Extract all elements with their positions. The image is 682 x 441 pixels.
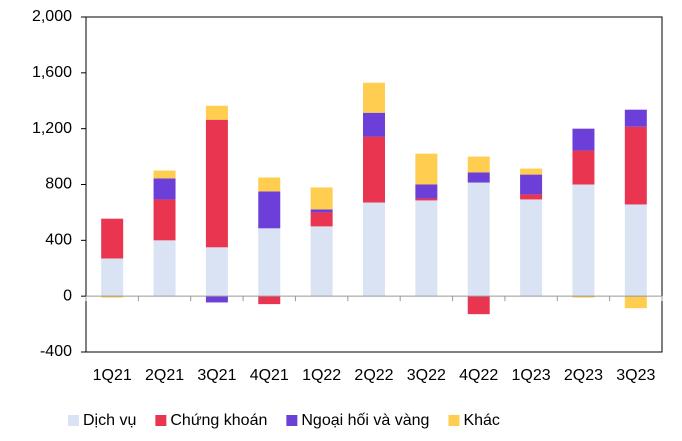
- bar-segment: [572, 150, 595, 185]
- x-tick-label: 2Q21: [145, 367, 184, 384]
- bar-segment: [310, 226, 333, 297]
- legend-label: Khác: [463, 412, 499, 429]
- bar-segment: [205, 119, 228, 248]
- bar-segment: [153, 178, 176, 200]
- bar-segment: [624, 296, 647, 309]
- x-tick-label: 3Q21: [197, 367, 236, 384]
- bar-segment: [258, 228, 281, 297]
- bar-segment: [363, 82, 385, 113]
- bar-segment: [153, 240, 176, 297]
- bar-segment: [415, 184, 438, 199]
- y-tick-label: 400: [45, 232, 72, 249]
- bar-segment: [101, 258, 124, 297]
- bar-segment: [310, 187, 333, 210]
- x-tick-label: 1Q21: [93, 367, 132, 384]
- x-tick-label: 2Q23: [564, 367, 603, 384]
- bar-segment: [520, 194, 543, 200]
- y-tick-label: 800: [45, 176, 72, 193]
- bar-segment: [415, 200, 438, 297]
- bar-segment: [467, 156, 490, 173]
- y-tick-label: -400: [40, 343, 72, 360]
- bar-segment: [101, 218, 124, 259]
- bar-segment: [101, 296, 124, 298]
- bar-segment: [520, 168, 543, 175]
- bar-segment: [572, 296, 595, 298]
- bar-segment: [258, 177, 281, 192]
- y-tick-label: 1,200: [32, 120, 72, 137]
- x-tick-label: 1Q23: [512, 367, 551, 384]
- bar-segment: [467, 296, 490, 315]
- bar-segment: [258, 296, 281, 305]
- bar-segment: [415, 198, 438, 201]
- legend-swatch: [448, 415, 460, 426]
- x-tick-label: 3Q23: [616, 367, 655, 384]
- bar-segment: [520, 199, 543, 297]
- bar-segment: [467, 172, 490, 183]
- legend-label: Ngoại hối và vàng: [301, 412, 429, 429]
- bar-segment: [363, 202, 385, 297]
- bar-segment: [153, 170, 176, 179]
- bar-segment: [258, 191, 281, 229]
- legend-swatch: [286, 415, 298, 426]
- x-tick-label: 3Q22: [407, 367, 446, 384]
- bar-segment: [415, 153, 438, 185]
- legend-label: Chứng khoán: [170, 412, 267, 429]
- y-tick-label: 1,600: [32, 64, 72, 81]
- legend-swatch: [68, 415, 79, 426]
- x-tick-label: 4Q22: [459, 367, 498, 384]
- bar-segment: [363, 112, 385, 137]
- bar-segment: [467, 182, 490, 297]
- bar-segment: [624, 109, 647, 127]
- bar-segment: [363, 136, 385, 203]
- bar-segment: [310, 209, 333, 213]
- x-tick-label: 2Q22: [354, 367, 393, 384]
- y-tick-label: 0: [63, 287, 72, 304]
- bar-segment: [205, 247, 228, 297]
- bar-segment: [624, 126, 647, 205]
- y-tick-label: 2,000: [32, 8, 72, 25]
- bar-segment: [572, 128, 595, 151]
- bar-segment: [310, 212, 333, 227]
- legend-label: Dịch vụ: [83, 412, 136, 429]
- x-tick-label: 1Q22: [302, 367, 341, 384]
- bar-segment: [624, 204, 647, 297]
- bar-segment: [572, 184, 595, 297]
- bar-segment: [205, 105, 228, 120]
- bar-segment: [153, 199, 176, 241]
- legend-swatch: [155, 415, 167, 426]
- x-tick-label: 4Q21: [250, 367, 289, 384]
- bar-segment: [520, 174, 543, 195]
- bar-segment: [205, 296, 228, 303]
